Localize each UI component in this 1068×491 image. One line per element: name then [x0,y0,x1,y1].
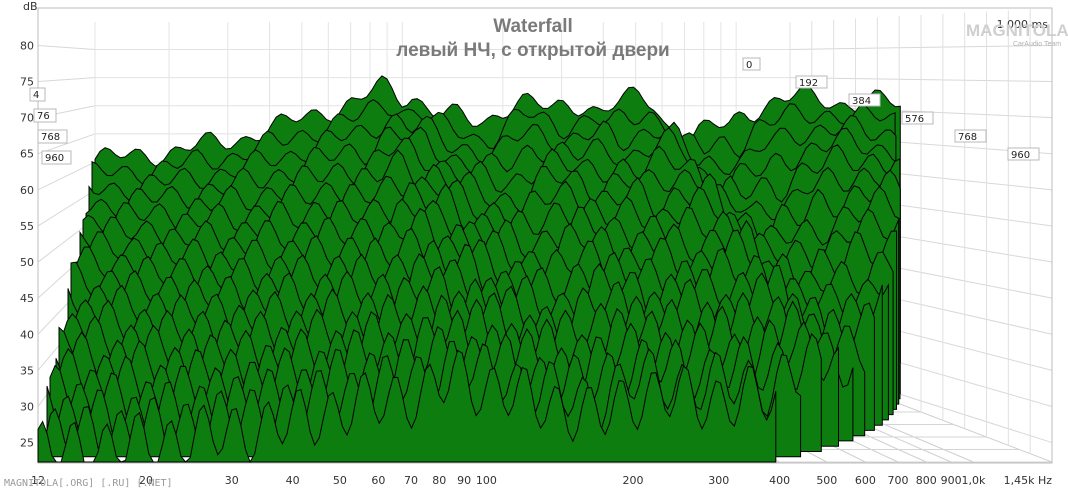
y-axis-ticks: 80 75 70 65 60 55 50 45 40 35 30 25 [20,39,34,449]
grid-line [37,44,96,50]
waterfall-slice [37,349,777,464]
y-tick-label: 80 [20,39,34,52]
x-tick-label: 1,0k [961,474,985,487]
left-time-label: 768 [41,132,60,143]
y-tick-label: 55 [20,220,34,233]
x-tick-label: 300 [708,474,729,487]
waterfall-slices [37,75,901,464]
left-time-label: 960 [45,153,64,164]
time-tick-box [742,57,761,71]
x-tick-label: 20 [139,474,153,487]
time-tick-box [1007,147,1040,161]
x-tick-label: 500 [816,474,837,487]
x-tick-label: 80 [432,474,446,487]
y-tick-label: 35 [20,364,34,377]
x-tick-label: 50 [333,474,347,487]
y-tick-label: 50 [20,256,34,269]
time-tick-box [848,93,881,107]
logo-text: MAGNITOLA [966,21,1068,40]
y-tick-label: 30 [20,400,34,413]
y-tick-label: 65 [20,148,34,161]
x-tick-label: 1,45k Hz [1004,474,1053,487]
grid-line [37,133,96,155]
y-tick-label: 60 [20,184,34,197]
left-time-label: 76 [37,111,50,122]
x-tick-label: 200 [623,474,644,487]
chart-subtitle: левый НЧ, с открытой двери [396,40,669,61]
plot-frame [37,7,1053,464]
x-tick-label: 600 [855,474,876,487]
time-axis-ticks: 0 192 384 576 768 960 [742,57,1040,161]
y-tick-label: 75 [20,76,34,89]
x-tick-label: 60 [371,474,385,487]
left-time-box [41,150,72,165]
logo-tagline: CarAudio Team [1013,41,1061,48]
left-time-box [29,87,46,102]
chart-title: Waterfall [493,16,573,37]
logo: MAGNITOLA CarAudio Team [966,21,1068,48]
time-tick-label: 384 [852,96,871,107]
x-tick-label: 800 [916,474,937,487]
y-tick-label: 40 [20,328,34,341]
y-axis-label: dB [23,0,38,13]
left-time-box [33,108,57,123]
x-tick-label: 90 [457,474,471,487]
time-tick-label: 192 [799,78,818,89]
time-tick-label: 576 [905,114,924,125]
grid-line [37,77,96,83]
x-tick-label: 70 [404,474,418,487]
x-tick-label: 40 [286,474,300,487]
y-tick-label: 45 [20,292,34,305]
x-axis-ticks: 12 20 30 40 50 60 70 80 90 100 200 300 400 500 600 700 8… [31,474,1052,487]
left-time-labels: 4 76 768 960 [29,87,72,165]
time-tick-box [901,111,934,125]
time-tick-label: 0 [746,60,752,71]
time-axis-max-label: 1 000 ms [997,18,1049,31]
x-tick-label: 12 [31,474,45,487]
time-tick-box [795,75,828,89]
x-tick-label: 100 [476,474,497,487]
left-time-box [37,129,68,144]
x-tick-label: 900 [941,474,962,487]
time-tick-label: 960 [1011,150,1030,161]
grid-line [37,189,96,227]
time-tick-label: 768 [958,132,977,143]
left-time-label: 4 [33,90,39,101]
y-tick-label: 70 [20,112,34,125]
watermark: MAGNITOLA[.ORG] [.RU] [.NET] [4,478,173,489]
time-tick-box [954,129,987,143]
x-tick-label: 30 [225,474,239,487]
grid-line [37,161,96,191]
x-tick-label: 400 [769,474,790,487]
y-tick-label: 25 [20,437,34,450]
x-tick-label: 700 [887,474,908,487]
